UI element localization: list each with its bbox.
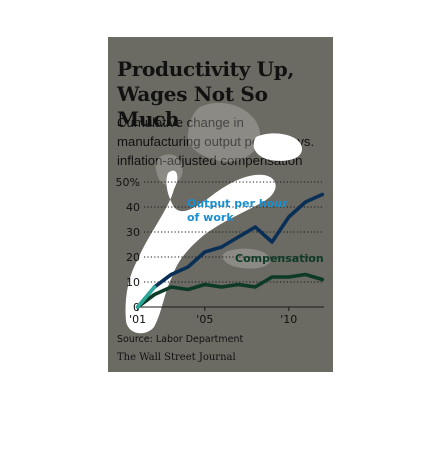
- compensation-label: Compensation: [235, 252, 324, 265]
- output-per-hour-line: [135, 192, 325, 309]
- y-tick-label: 40: [126, 201, 140, 214]
- output-per-hour-label-line: Output per hour: [187, 197, 288, 210]
- y-tick-label: 20: [126, 251, 140, 264]
- x-tick-label: '01: [129, 313, 146, 326]
- y-tick-label: 10: [126, 276, 140, 289]
- output-per-hour-label-line: of work: [187, 211, 234, 224]
- chart-title-line-2: Wages Not So Much: [117, 82, 268, 131]
- chart-subtitle-line-1: Cumulative change in: [117, 115, 244, 130]
- x-tick-label: '05: [196, 313, 213, 326]
- chart-subtitle: Cumulative change in manufacturing outpu…: [117, 113, 331, 170]
- output-per-hour-line-start-segment: [135, 285, 157, 309]
- chart-card: Productivity Up, Wages Not So Much Cumul…: [108, 37, 333, 372]
- decorative-highlight-halo: [187, 102, 261, 162]
- x-tick-label: '10: [280, 313, 297, 326]
- compensation-line: [135, 272, 325, 309]
- chart-title-line-1: Productivity Up,: [117, 57, 295, 81]
- publisher-credit: The Wall Street Journal: [117, 352, 236, 363]
- y-tick-label: 50%: [116, 176, 140, 189]
- decorative-highlight-top-right: [253, 133, 302, 161]
- chart-subtitle-line-3: inflation-adjusted compensation: [117, 153, 303, 168]
- y-tick-label: 30: [126, 226, 140, 239]
- source-note: Source: Labor Department: [117, 334, 244, 345]
- chart-title: Productivity Up, Wages Not So Much: [117, 57, 329, 132]
- decorative-highlight-halo-middle: [222, 248, 271, 269]
- output-per-hour-label: Output per hour of work: [187, 197, 288, 224]
